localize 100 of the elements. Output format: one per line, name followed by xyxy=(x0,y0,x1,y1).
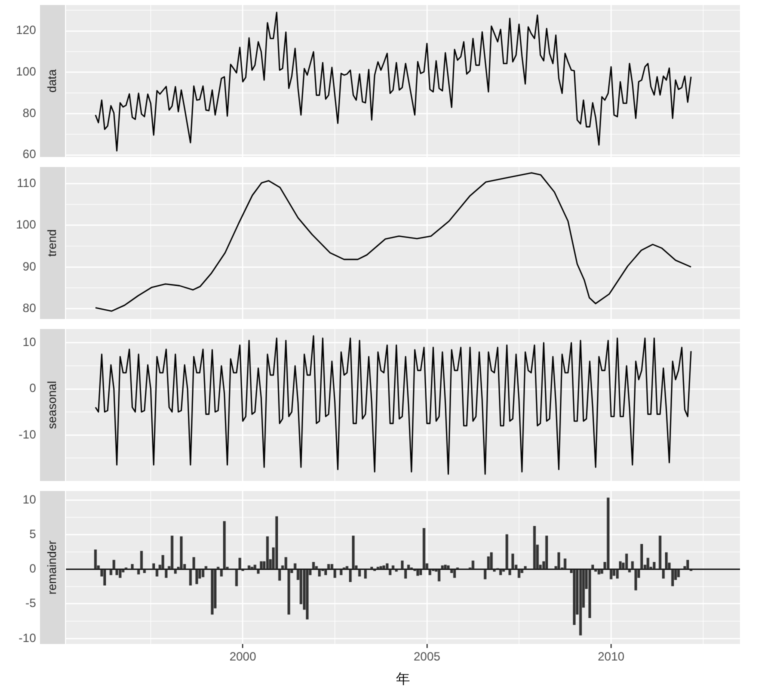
y-tick-label: 90 xyxy=(22,259,36,274)
bar xyxy=(658,536,662,569)
bar xyxy=(210,570,214,615)
bar xyxy=(278,570,281,581)
x-tick-label: 2000 xyxy=(229,650,256,664)
bar xyxy=(628,570,631,572)
bar xyxy=(364,570,367,579)
bar xyxy=(557,552,560,569)
bar xyxy=(162,555,164,569)
bar xyxy=(294,563,296,569)
bar xyxy=(266,536,269,569)
bar xyxy=(170,536,174,569)
bar xyxy=(143,570,146,574)
y-axis-title: data xyxy=(44,69,59,93)
bar xyxy=(441,565,444,569)
bar xyxy=(238,558,242,569)
bar xyxy=(284,557,288,569)
bar xyxy=(677,570,680,578)
bar xyxy=(223,521,226,569)
bar xyxy=(598,570,600,574)
bar xyxy=(499,570,502,576)
x-axis-title: 年 xyxy=(396,670,410,686)
bar xyxy=(634,570,638,590)
y-tick-label: 110 xyxy=(16,176,36,190)
y-axis-title: remainder xyxy=(44,540,59,595)
bar xyxy=(358,570,361,576)
bar xyxy=(382,565,386,569)
bar xyxy=(438,570,440,582)
bar xyxy=(386,563,388,569)
bar xyxy=(352,536,355,569)
bar xyxy=(407,564,410,569)
bar xyxy=(652,562,656,569)
bar xyxy=(662,570,665,579)
bar xyxy=(579,570,582,636)
bar xyxy=(275,516,278,569)
y-tick-label: 100 xyxy=(16,64,36,79)
bar xyxy=(591,564,594,569)
bar xyxy=(260,561,263,569)
bar xyxy=(315,566,318,569)
bar xyxy=(130,564,134,569)
y-tick-label: 100 xyxy=(16,218,36,232)
bar xyxy=(625,554,628,569)
bar xyxy=(686,560,690,569)
bar xyxy=(254,564,256,569)
bar xyxy=(511,554,514,569)
bar xyxy=(444,564,447,569)
bar xyxy=(484,570,486,580)
bar xyxy=(428,570,432,576)
bar xyxy=(506,534,508,569)
bar xyxy=(349,570,352,582)
bar xyxy=(327,564,330,569)
bar xyxy=(118,570,122,578)
bar xyxy=(189,570,192,586)
bar xyxy=(545,536,548,569)
y-tick-label: 5 xyxy=(29,526,36,541)
bar xyxy=(330,564,334,569)
y-tick-label: 120 xyxy=(16,23,36,38)
bar xyxy=(312,562,315,569)
y-tick-label: 10 xyxy=(22,492,36,506)
y-tick-label: -5 xyxy=(25,596,36,610)
bar xyxy=(631,561,634,569)
bar xyxy=(380,566,382,569)
bar xyxy=(180,536,183,569)
bar xyxy=(388,570,392,576)
bar xyxy=(287,570,290,615)
bar xyxy=(400,560,404,569)
y-tick-label: 60 xyxy=(22,147,36,162)
bar xyxy=(164,570,168,578)
bar xyxy=(248,565,250,569)
bar xyxy=(610,570,612,580)
x-tick-label: 2010 xyxy=(598,650,625,664)
bar xyxy=(137,570,140,574)
bar xyxy=(112,560,116,569)
bar xyxy=(103,570,106,586)
bar xyxy=(340,570,342,576)
bar xyxy=(487,556,490,569)
bar xyxy=(195,570,198,584)
x-tick-label: 2005 xyxy=(414,650,441,664)
bar xyxy=(671,570,674,586)
bar xyxy=(572,570,576,625)
bar xyxy=(392,565,394,569)
bar xyxy=(346,566,348,569)
bar xyxy=(306,570,309,620)
bar xyxy=(324,570,327,576)
bar xyxy=(422,528,426,569)
y-tick-label: -10 xyxy=(18,630,36,645)
bar xyxy=(518,570,520,578)
bar xyxy=(616,570,619,579)
bar xyxy=(453,570,456,578)
y-tick-label: 0 xyxy=(29,562,36,576)
bar xyxy=(152,563,155,569)
y-tick-label: 80 xyxy=(22,300,36,315)
bar xyxy=(564,558,566,569)
bar xyxy=(419,570,422,576)
y-tick-label: 0 xyxy=(29,381,36,396)
bar xyxy=(318,570,321,576)
bar xyxy=(220,570,223,576)
bar xyxy=(202,570,204,578)
bar xyxy=(235,570,238,586)
bar xyxy=(612,570,616,576)
